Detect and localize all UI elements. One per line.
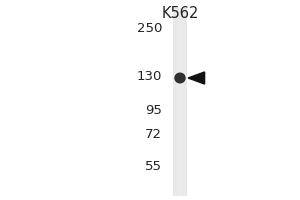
Text: 55: 55 [145, 160, 162, 172]
Bar [173, 8, 187, 196]
Bar [179, 8, 180, 196]
Ellipse shape [174, 72, 186, 84]
Bar [180, 8, 181, 196]
Polygon shape [188, 72, 205, 84]
Text: 130: 130 [136, 70, 162, 82]
Bar [183, 8, 184, 196]
Text: K562: K562 [161, 6, 199, 21]
Bar [184, 8, 185, 196]
Text: 250: 250 [136, 21, 162, 34]
Text: 72: 72 [145, 128, 162, 140]
Bar [185, 8, 186, 196]
Bar [182, 8, 183, 196]
Bar [173, 8, 174, 196]
Bar [175, 8, 176, 196]
Bar [176, 8, 177, 196]
Bar [186, 8, 187, 196]
Bar [177, 8, 178, 196]
Bar [178, 8, 179, 196]
Bar [174, 8, 175, 196]
Text: 95: 95 [145, 104, 162, 116]
